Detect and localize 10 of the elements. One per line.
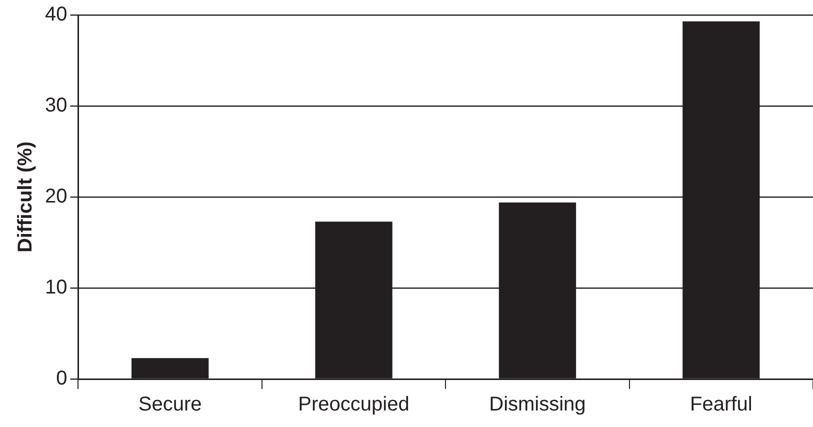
x-tick-label: Preoccupied [298,394,410,416]
y-tick-label: 30 [44,94,68,117]
x-tick-label: Fearful [690,394,752,416]
x-tick-label: Secure [138,394,202,416]
y-tick-label: 20 [44,186,68,208]
x-tick-label: Dismissing [489,394,586,416]
y-tick-label: 0 [56,368,68,390]
y-tick-label: 10 [44,276,68,299]
y-tick-label: 40 [44,4,68,26]
y-axis-title: Difficult (%) [14,141,37,253]
